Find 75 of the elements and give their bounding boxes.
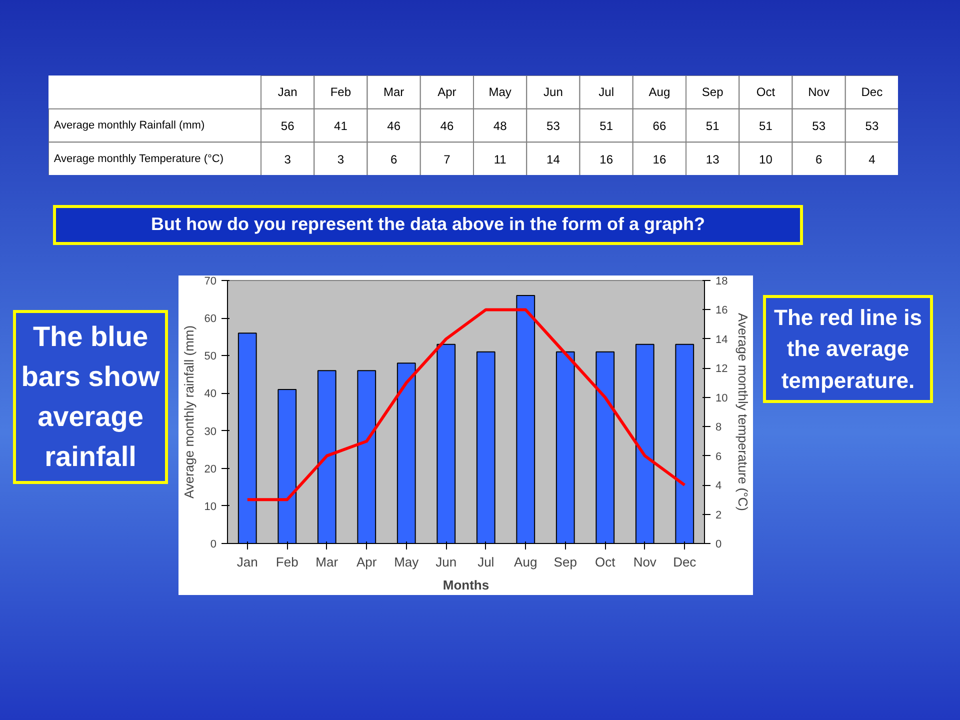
- data-label: 53: [546, 119, 560, 133]
- y-tick-label: 40: [204, 388, 217, 400]
- x-tick-label: Sep: [554, 554, 577, 570]
- x-tick-label: Mar: [383, 85, 404, 100]
- x-tick-label: May: [488, 85, 512, 100]
- data-label: 3: [337, 152, 344, 166]
- data-label: 53: [865, 119, 879, 133]
- y2-tick-label: 10: [716, 392, 728, 404]
- y2-tick-label: 8: [716, 421, 722, 434]
- y2-tick-label: 16: [716, 304, 728, 316]
- y-tick-label: 70: [204, 275, 217, 288]
- x-tick-label: Nov: [633, 554, 657, 570]
- data-label: 13: [706, 152, 720, 166]
- y2-tick-label: 14: [716, 334, 728, 346]
- x-tick-label: Jan: [278, 85, 298, 100]
- y2-tick-label: 2: [716, 508, 722, 521]
- data-label: 51: [600, 119, 614, 133]
- y-tick-label: 50: [204, 350, 217, 362]
- x-tick-label: Feb: [276, 554, 298, 570]
- y-tick-label: 30: [204, 425, 217, 438]
- x-axis-title: Months: [442, 577, 490, 592]
- x-tick-label: Sep: [702, 85, 724, 100]
- y-axis-title: Average monthly rainfall (mm): [181, 325, 196, 498]
- y-tick-label: 60: [204, 312, 217, 325]
- x-tick-label: Oct: [756, 85, 776, 100]
- text: The red line is the average temperature.: [763, 294, 933, 403]
- data-label: 16: [652, 152, 666, 166]
- x-tick-label: Dec: [861, 85, 883, 100]
- data-label: 46: [440, 119, 454, 133]
- x-tick-label: Oct: [595, 554, 616, 570]
- data-label: 10: [759, 152, 773, 166]
- data-label: 66: [652, 119, 666, 133]
- x-tick-label: Mar: [316, 554, 339, 570]
- data-label: 3: [284, 152, 292, 166]
- x-tick-label: Apr: [356, 554, 378, 570]
- x-tick-label: Apr: [438, 85, 456, 100]
- data-label: 6: [815, 152, 822, 166]
- x-tick-label: Aug: [514, 554, 538, 570]
- data-label: 16: [600, 152, 614, 166]
- y-tick-label: 0: [210, 538, 217, 550]
- text: But how do you represent the data above in the form of a graph?: [53, 205, 803, 245]
- data-label: 51: [759, 119, 773, 133]
- data-label: 46: [387, 119, 401, 133]
- x-tick-label: Jun: [436, 554, 457, 570]
- data-label: 6: [390, 152, 398, 166]
- data-label: 11: [494, 152, 507, 166]
- y2-tick-label: 18: [716, 275, 728, 288]
- text: The blue bars show average rainfall: [13, 310, 168, 484]
- x-tick-label: Jul: [478, 554, 494, 570]
- x-tick-label: Feb: [330, 85, 352, 100]
- x-tick-label: Jul: [598, 85, 614, 100]
- y2-axis-title: Average monthly temperature (°C): [736, 312, 751, 511]
- y2-tick-label: 0: [716, 538, 722, 550]
- y2-tick-label: 12: [716, 362, 728, 375]
- y-tick-label: 10: [204, 500, 217, 513]
- x-tick-label: Nov: [808, 85, 830, 100]
- data-label: 7: [444, 152, 451, 166]
- data-label: 41: [334, 119, 348, 133]
- y2-tick-label: 6: [716, 450, 722, 463]
- x-tick-label: Aug: [648, 85, 670, 100]
- data-label: 48: [493, 119, 508, 133]
- x-tick-label: May: [394, 554, 420, 570]
- data-label: 53: [812, 119, 826, 133]
- data-label: 56: [280, 119, 295, 133]
- y2-tick-label: 4: [716, 480, 722, 492]
- data-label: 4: [868, 152, 876, 166]
- x-tick-label: Dec: [673, 554, 697, 570]
- line-series: [246, 308, 686, 501]
- data-label: 51: [706, 119, 720, 133]
- x-tick-label: Jan: [236, 554, 258, 570]
- x-tick-label: Jun: [544, 85, 563, 100]
- y-tick-label: Average monthly Temperature (°C): [54, 152, 224, 165]
- y-tick-label: 20: [204, 463, 217, 476]
- data-label: 14: [546, 152, 560, 166]
- y-tick-label: Average monthly Rainfall (mm): [54, 120, 205, 132]
